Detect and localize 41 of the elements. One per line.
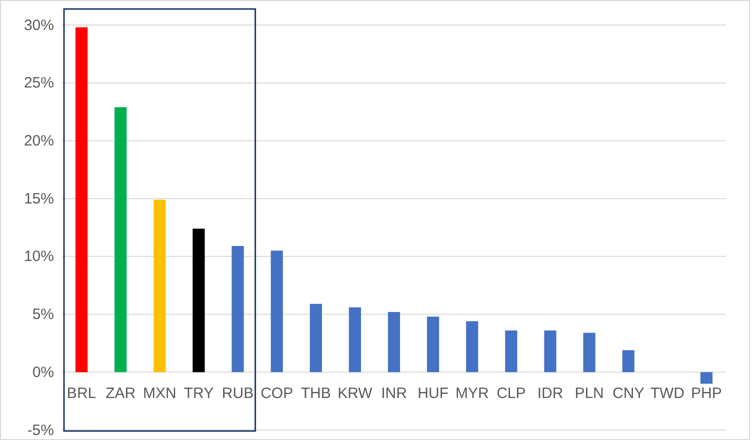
bar [505,330,518,372]
x-tick-label: ZAR [106,384,136,402]
y-tick-label: 20% [24,132,54,150]
x-tick-label: KRW [338,384,374,402]
bar [154,200,166,372]
bar [348,307,361,372]
bar [232,246,244,372]
y-tick-label: 30% [24,16,54,34]
x-tick-label: PHP [691,384,722,402]
bar [270,250,283,372]
bar [583,332,596,372]
x-tick-label: BRL [66,384,96,402]
x-tick-label: HUF [418,384,448,402]
x-tick-label: INR [381,384,408,402]
bar [192,228,205,372]
x-tick-label: MXN [142,384,176,402]
x-tick-label: THB [300,384,331,402]
y-tick-label: 15% [24,190,54,208]
bar [75,27,88,372]
bar [700,372,713,384]
x-tick-label: COP [260,384,294,402]
bar [466,321,478,372]
y-tick-label: 10% [24,248,54,266]
x-tick-label: RUB [222,384,254,402]
x-tick-label: TRY [184,384,214,402]
x-tick-label: MYR [455,384,489,402]
bar [427,316,440,372]
y-tick-label: 25% [24,74,54,92]
y-tick-label: -5% [27,422,54,439]
x-tick-label: TWD [650,384,685,402]
y-tick-label: 5% [32,306,54,324]
y-tick-label: 0% [32,364,54,381]
x-tick-label: CNY [612,384,644,402]
bar [114,107,127,372]
x-tick-label: IDR [537,384,564,402]
bar [310,304,322,372]
x-tick-label: CLP [496,384,526,402]
bar [388,312,400,372]
bar [544,330,556,372]
x-tick-label: PLN [574,384,604,402]
bar [622,350,634,372]
